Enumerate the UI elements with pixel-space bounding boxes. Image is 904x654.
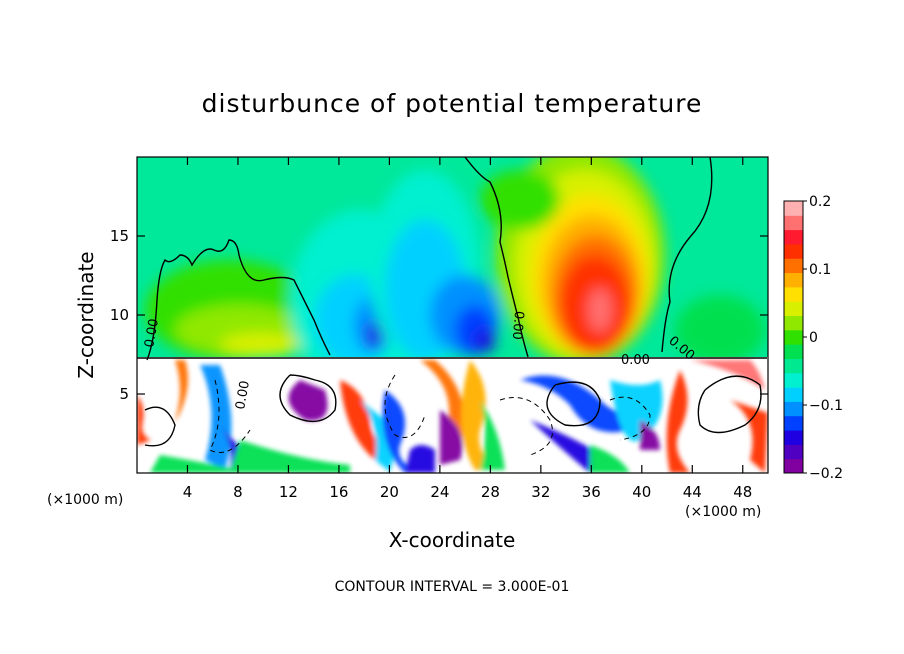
y-axis-label: Z-coordinate (74, 251, 98, 378)
colorbar-swatch-18 (784, 201, 803, 216)
colorbar-label-4: −0.2 (809, 466, 843, 482)
colorbar-swatch-7 (784, 358, 803, 374)
x-tick-label-2: 12 (279, 483, 298, 501)
plot-area (137, 157, 768, 473)
colorbar-label-0: 0.2 (809, 194, 831, 210)
x-tick-label-8: 36 (582, 483, 601, 501)
contour-interval-note: CONTOUR INTERVAL = 3.000E-01 (335, 579, 570, 595)
x-tick-label-0: 4 (183, 483, 193, 501)
x-tick-label-3: 16 (329, 483, 348, 501)
contour-eddy-4 (144, 406, 176, 447)
y-axis: 5 10 15 (110, 227, 768, 403)
colorbar-swatch-11 (784, 301, 803, 317)
colorbar-swatch-16 (784, 229, 803, 245)
colorbar-swatch-1 (784, 444, 803, 460)
contour-eddy-3 (697, 375, 762, 434)
contour-dashed-1 (209, 379, 251, 453)
x-tick-label-4: 20 (380, 483, 399, 501)
x-unit-right: (×1000 m) (685, 504, 761, 520)
contour-label-3: 0.00 (621, 353, 650, 368)
contour-eddy-2 (546, 381, 601, 427)
colorbar-swatch-2 (784, 430, 803, 445)
colorbar-swatch-0 (784, 458, 803, 474)
colorbar-swatch-4 (784, 401, 803, 417)
y-tick-label-1: 10 (110, 306, 129, 324)
x-unit-left: (×1000 m) (47, 492, 123, 508)
contour-dashed-2 (384, 374, 426, 438)
colorbar-swatch-17 (784, 215, 803, 231)
contour-label-1: 0.00 (142, 318, 162, 349)
colorbar-swatch-3 (784, 415, 803, 431)
colorbar-swatch-14 (784, 258, 803, 274)
x-tick-label-5: 24 (430, 483, 449, 501)
lower-field-shapes (137, 360, 768, 473)
contour-zero-left (146, 239, 331, 361)
x-tick-label-9: 40 (632, 483, 651, 501)
colorbar: 0.2 0.1 0 −0.1 −0.2 (783, 194, 843, 482)
contour-dashed-4 (609, 396, 651, 441)
x-tick-label-7: 32 (531, 483, 550, 501)
y-tick-label-2: 15 (110, 227, 129, 245)
contour-zero-right (661, 157, 713, 353)
contour-zero-middle (464, 157, 529, 358)
colorbar-swatch-13 (784, 272, 803, 288)
colorbar-label-2: 0 (809, 330, 818, 346)
colorbar-swatch-6 (784, 372, 803, 388)
colorbar-swatch-8 (784, 344, 803, 359)
x-axis-label: X-coordinate (389, 528, 516, 552)
upper-field-blobs (145, 157, 765, 390)
contour-label-2: 0.00 (509, 310, 526, 340)
y-tick-label-0: 5 (119, 385, 129, 403)
colorbar-label-3: −0.1 (809, 398, 843, 414)
colorbar-label-1: 0.1 (809, 262, 831, 278)
x-tick-label-11: 48 (733, 483, 752, 501)
x-tick-label-1: 8 (233, 483, 243, 501)
colorbar-swatch-12 (784, 286, 803, 302)
colorbar-swatch-10 (784, 315, 803, 331)
contour-label-5: 0.00 (233, 380, 253, 411)
contour-eddy-1 (279, 374, 337, 423)
x-axis: 4 8 12 16 20 24 28 32 36 40 44 48 (183, 157, 752, 501)
chart-title: disturbunce of potential temperature (202, 89, 703, 118)
x-tick-label-6: 28 (481, 483, 500, 501)
contour-lines (137, 157, 767, 456)
x-tick-label-10: 44 (683, 483, 702, 501)
colorbar-swatch-5 (784, 387, 803, 402)
colorbar-swatch-15 (784, 243, 803, 259)
contour-dashed-3 (499, 397, 553, 456)
colorbar-swatch-9 (784, 329, 803, 345)
